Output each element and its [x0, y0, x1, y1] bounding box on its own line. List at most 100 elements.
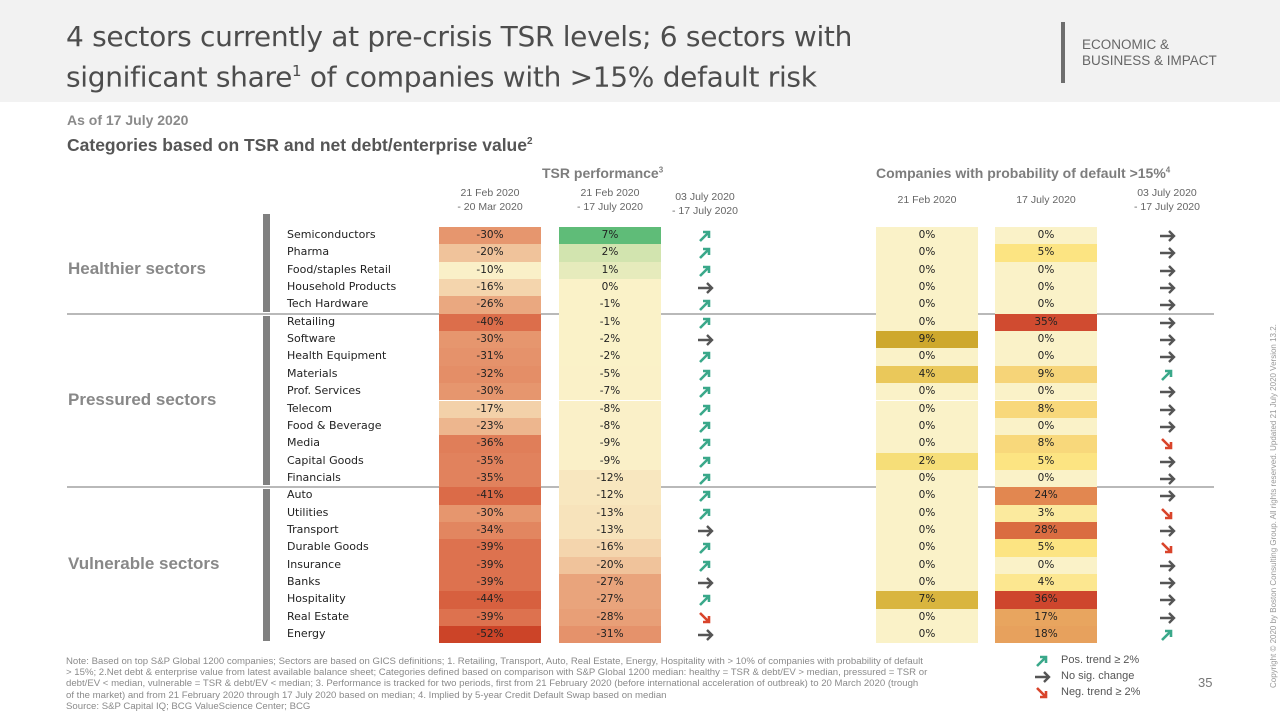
group-label-healthier: Healthier sectors [68, 259, 206, 279]
cell-tsr-ytd: -16% [559, 539, 661, 557]
cell-pd-feb: 9% [876, 331, 978, 349]
sector-name: Software [287, 332, 336, 346]
trend-pd-trend [1157, 506, 1181, 523]
arrow-right-icon [698, 577, 714, 589]
trend-tsr-trend [695, 332, 719, 349]
column-header-pd-trend: 03 July 2020 - 17 July 2020 [1107, 186, 1227, 214]
cell-pd-feb: 0% [876, 521, 978, 540]
arrow-up-right-icon [699, 404, 711, 416]
cell-tsr-ytd: -13% [559, 521, 661, 540]
arrow-right-icon [1035, 671, 1051, 683]
trend-tsr-trend [695, 228, 719, 245]
arrow-right-icon [1160, 299, 1176, 312]
cell-pd-feb: 0% [876, 296, 978, 314]
cell-tsr-crash: -39% [439, 556, 541, 574]
cell-tsr-ytd: -13% [559, 504, 661, 522]
footnote-marker: 4 [1165, 165, 1171, 175]
arrow-right-icon [1160, 230, 1176, 242]
cell-pd-jul: 8% [995, 400, 1097, 418]
sector-name: Hospitality [287, 592, 346, 606]
cell-tsr-crash: -34% [439, 521, 541, 540]
trend-pd-trend [1157, 471, 1181, 488]
trend-tsr-trend [695, 471, 719, 488]
trend-pd-trend [1157, 263, 1181, 280]
arrow-right-icon [1160, 386, 1176, 398]
arrow-up-right-icon [699, 317, 711, 329]
cell-tsr-crash: -52% [439, 626, 541, 644]
sector-name: Telecom [287, 401, 332, 415]
sector-name: Tech Hardware [287, 297, 369, 311]
cell-pd-jul: 5% [995, 539, 1097, 557]
trend-tsr-trend [695, 263, 719, 280]
arrow-up-right-icon [699, 508, 711, 520]
trend-tsr-trend [695, 245, 719, 262]
section-tag: ECONOMIC & BUSINESS & IMPACT [1082, 37, 1217, 69]
cell-pd-feb: 0% [876, 504, 978, 522]
cell-pd-feb: 0% [876, 244, 978, 262]
trend-pd-trend [1157, 627, 1181, 644]
group-bracket-bar [263, 315, 270, 486]
cell-tsr-crash: -30% [439, 383, 541, 401]
cell-tsr-ytd: -20% [559, 556, 661, 574]
sector-name: Materials [287, 366, 338, 380]
cell-pd-feb: 0% [876, 348, 978, 366]
column-header-pd-feb: 21 Feb 2020 [867, 193, 987, 207]
trend-tsr-trend [695, 436, 719, 453]
slide-title: 4 sectors currently at pre-crisis TSR le… [66, 20, 966, 94]
trend-tsr-trend [695, 384, 719, 401]
cell-tsr-crash: -39% [439, 539, 541, 557]
cell-pd-jul: 9% [995, 365, 1097, 384]
sector-name: Pharma [287, 245, 330, 259]
trend-pd-trend [1157, 419, 1181, 436]
column-header-line: 21 Feb 2020 [580, 187, 640, 199]
cell-pd-jul: 0% [995, 556, 1097, 574]
cell-pd-feb: 0% [876, 487, 978, 505]
trend-tsr-trend [695, 523, 719, 540]
cell-tsr-crash: -39% [439, 608, 541, 627]
trend-tsr-trend [695, 297, 719, 314]
trend-tsr-trend [695, 506, 719, 523]
group-title-text: Companies with probability of default >1… [876, 165, 1166, 181]
sector-name: Household Products [287, 280, 397, 294]
arrow-right-icon [1160, 247, 1176, 260]
cell-pd-feb: 2% [876, 452, 978, 470]
sector-name: Health Equipment [287, 349, 387, 363]
arrow-down-right-icon [1161, 438, 1173, 450]
column-header-line: 21 Feb 2020 [460, 187, 520, 199]
section-tag-line-1: ECONOMIC & [1082, 37, 1170, 52]
cell-pd-jul: 18% [995, 626, 1097, 644]
arrow-right-icon [1160, 420, 1176, 433]
arrow-right-icon [1160, 351, 1176, 364]
cell-pd-feb: 0% [876, 279, 978, 297]
group-label-vulnerable: Vulnerable sectors [68, 554, 220, 574]
sector-name: Auto [287, 488, 313, 502]
footnote-text: Note: Based on top S&P Global 1200 compa… [66, 656, 1016, 712]
slide-header: 4 sectors currently at pre-crisis TSR le… [0, 0, 1280, 102]
cell-pd-feb: 0% [876, 574, 978, 592]
arrow-up-right-icon [699, 248, 711, 260]
trend-tsr-trend [695, 610, 719, 627]
title-text: of companies with >15% default risk [301, 60, 817, 94]
cell-tsr-crash: -35% [439, 469, 541, 488]
sector-name: Semiconductors [287, 228, 376, 241]
cell-tsr-crash: -31% [439, 348, 541, 366]
arrow-right-icon [1160, 490, 1176, 503]
sector-name: Energy [287, 627, 326, 641]
group-title-text: TSR performance [542, 165, 659, 181]
column-header-line: - 17 July 2020 [672, 205, 738, 217]
trend-pd-trend [1157, 610, 1181, 627]
cell-pd-jul: 36% [995, 591, 1097, 609]
cell-tsr-ytd: -31% [559, 626, 661, 644]
column-header-tsr-ytd: 21 Feb 2020 - 17 July 2020 [550, 186, 670, 214]
column-header-tsr-trend: 03 July 2020 - 17 July 2020 [645, 190, 765, 218]
trend-pd-trend [1157, 297, 1181, 314]
header-divider [1061, 22, 1065, 83]
cell-tsr-crash: -16% [439, 279, 541, 297]
cell-tsr-ytd: -2% [559, 348, 661, 366]
trend-pd-trend [1157, 540, 1181, 557]
arrow-up-right-icon [1161, 629, 1173, 641]
arrow-up-right-icon [699, 352, 711, 364]
arrow-right-icon [1160, 525, 1176, 537]
arrow-up-right-icon [699, 560, 711, 572]
cell-tsr-ytd: -1% [559, 313, 661, 332]
